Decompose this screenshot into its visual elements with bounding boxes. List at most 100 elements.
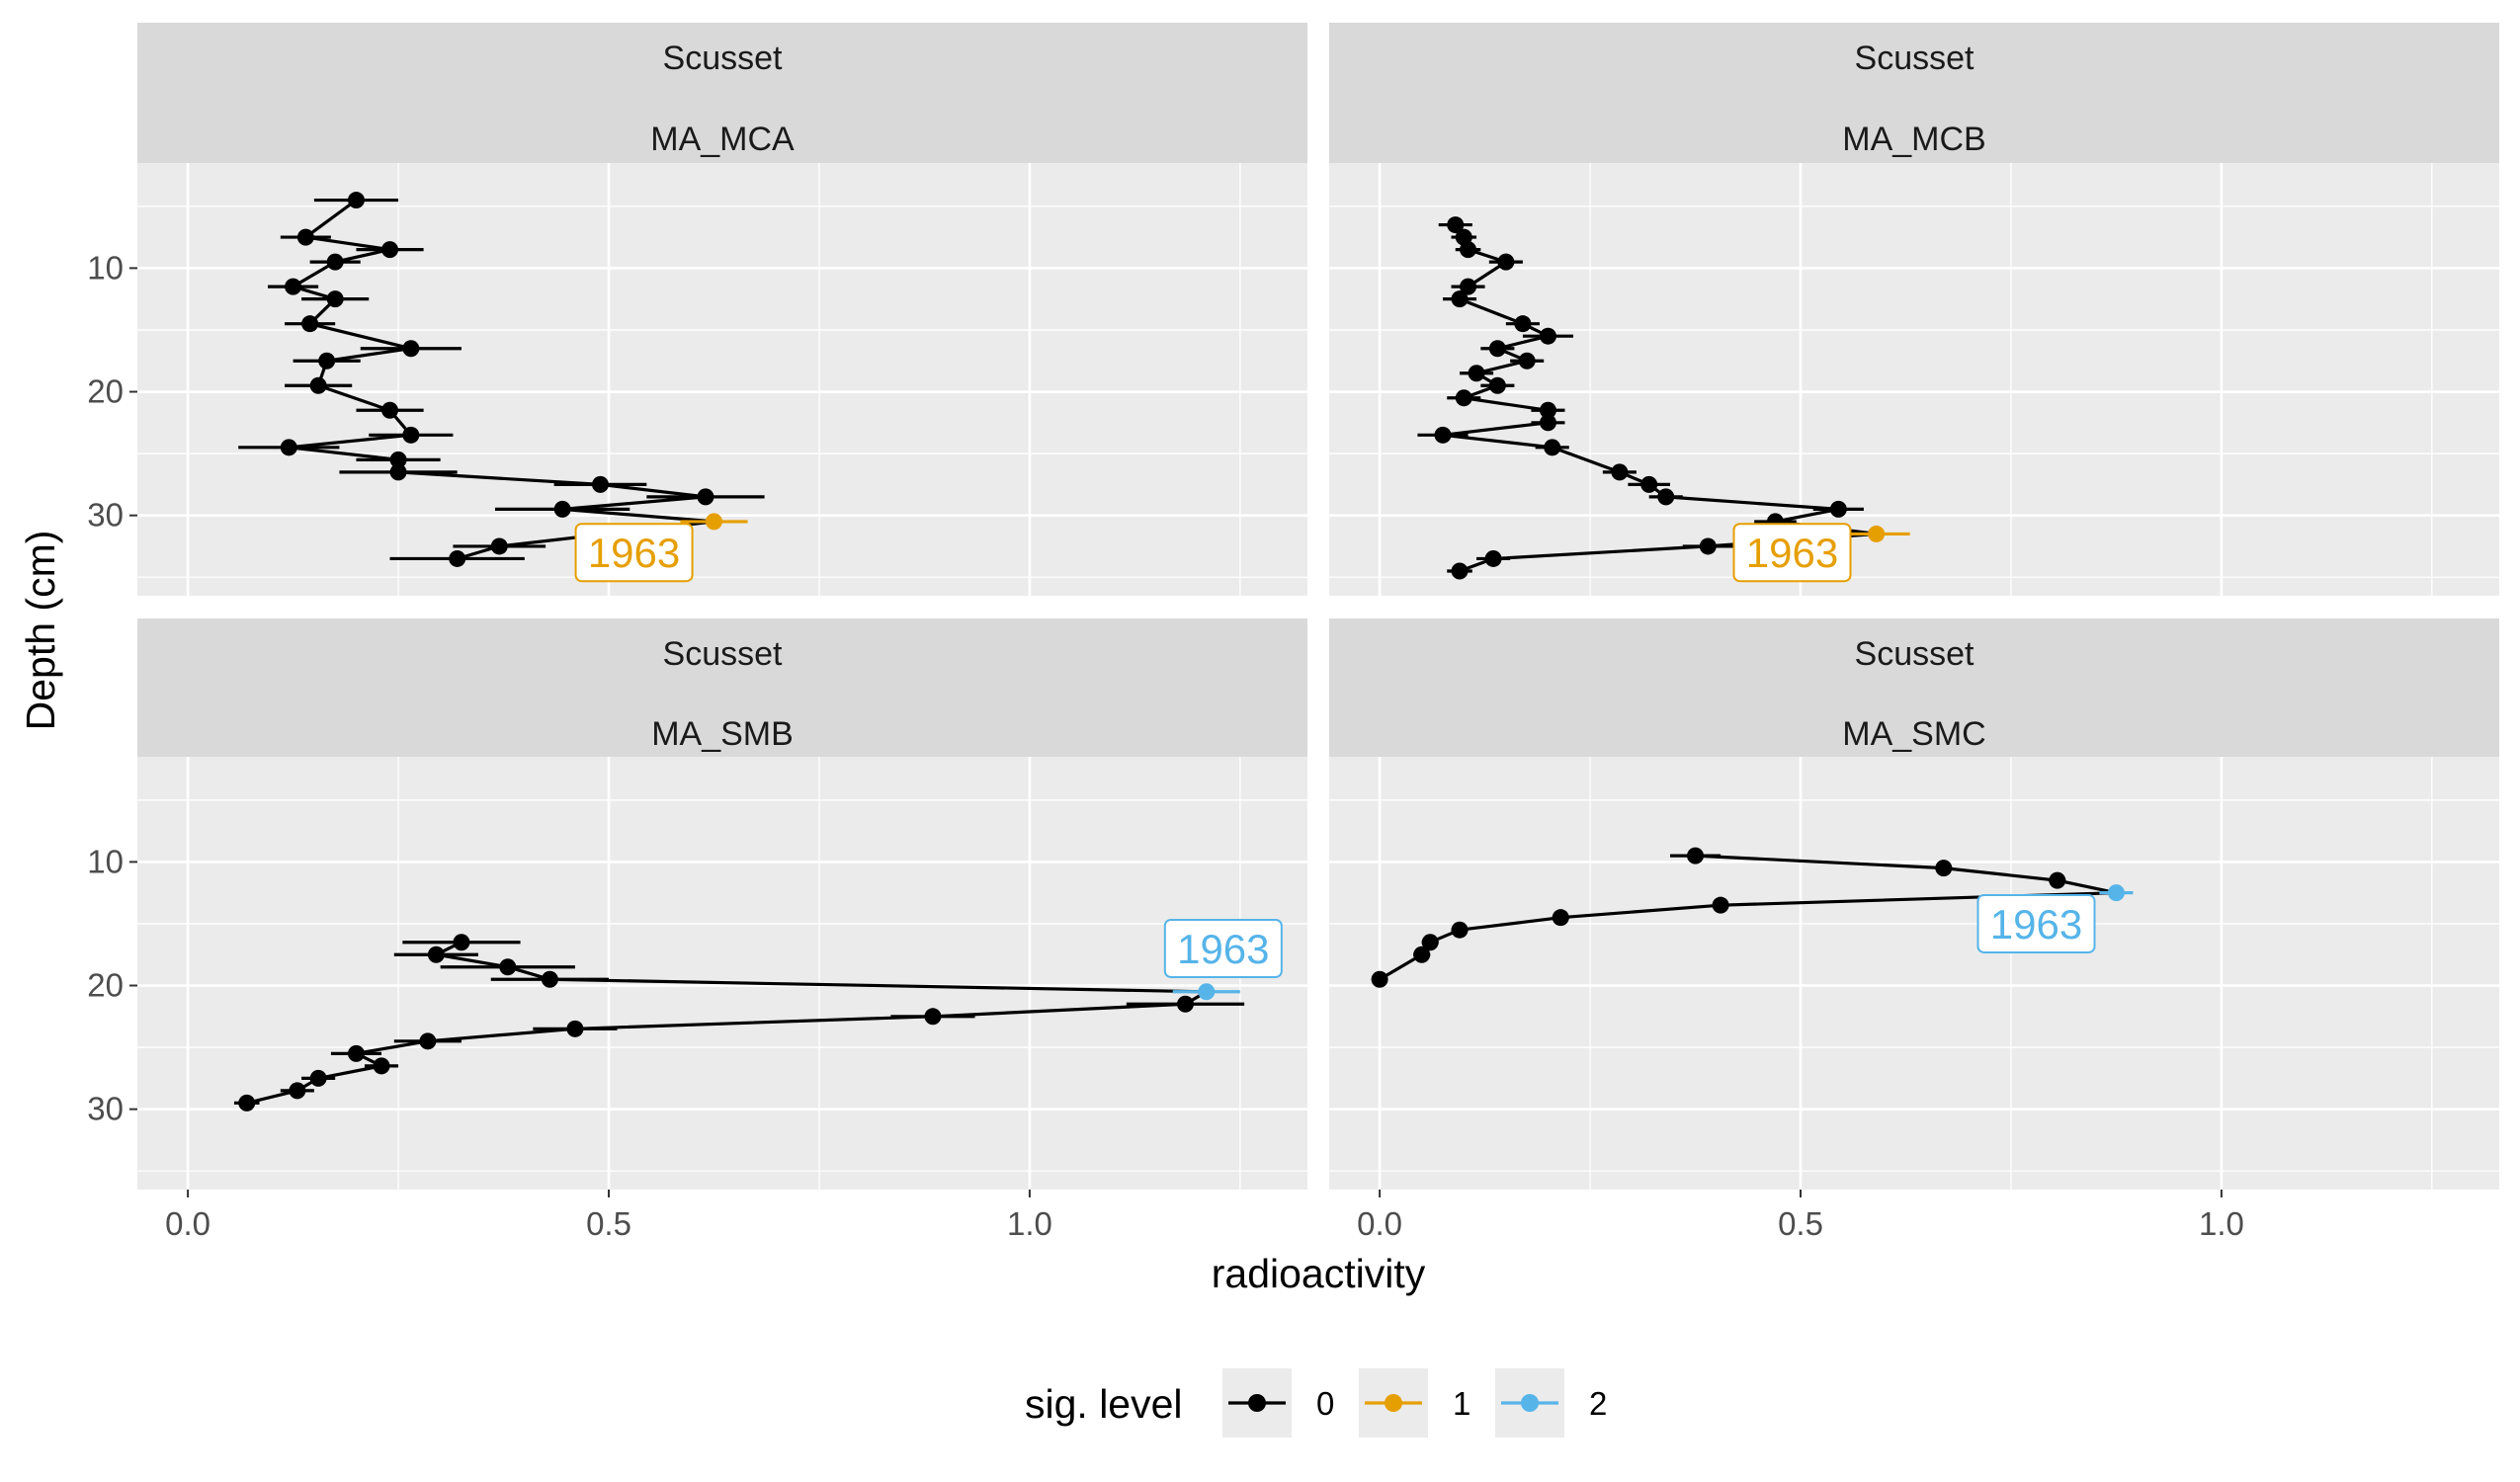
legend-title: sig. level <box>1025 1381 1183 1427</box>
data-point <box>1699 537 1717 555</box>
data-point <box>309 1069 327 1087</box>
data-point <box>1176 995 1194 1013</box>
data-point <box>1611 463 1629 481</box>
data-point <box>1451 562 1469 580</box>
strip-label-core: MA_SMC <box>1842 715 1985 753</box>
y-tick-label: 20 <box>87 373 124 410</box>
data-point <box>553 500 571 518</box>
data-point <box>1460 241 1477 259</box>
data-point <box>499 958 517 976</box>
panel-background <box>1329 163 2499 596</box>
panel-ma-smb: Scusset MA_SMB 10 20 30 0.0 0.5 1.0 1963 <box>87 618 1307 1242</box>
annotation-box <box>1163 918 1283 978</box>
data-point <box>402 340 420 358</box>
y-tick-label: 10 <box>87 843 124 879</box>
x-tick-label: 0.0 <box>1357 1205 1402 1242</box>
data-point <box>389 451 407 468</box>
data-point <box>326 290 344 308</box>
data-point <box>1640 475 1658 493</box>
data-point <box>389 463 407 481</box>
panel-ma-smc: Scusset MA_SMC 0.0 0.5 1.0 1963 <box>1329 618 2499 1242</box>
data-point <box>1497 253 1515 271</box>
data-point <box>1539 414 1556 432</box>
x-tick-label: 0.5 <box>586 1205 631 1242</box>
data-point <box>705 513 722 531</box>
data-point <box>1371 970 1388 988</box>
data-point <box>309 376 327 394</box>
data-point <box>453 934 470 951</box>
data-point <box>1539 401 1556 419</box>
data-point <box>1460 278 1477 295</box>
data-point <box>490 537 508 555</box>
annotation-label: 1963 <box>1746 530 1838 576</box>
data-point <box>1413 946 1431 963</box>
data-point <box>1552 909 1569 927</box>
x-tick-label: 1.0 <box>1007 1205 1052 1242</box>
panel-ma-mca: Scusset MA_MCA 10 20 30 1963 <box>87 23 1307 596</box>
data-point <box>1657 488 1675 506</box>
x-axis-title: radioactivity <box>1212 1251 1426 1296</box>
y-tick-label: 20 <box>87 967 124 1004</box>
data-point <box>419 1032 437 1050</box>
data-point <box>1434 426 1452 444</box>
data-point <box>697 488 714 506</box>
data-point <box>1539 327 1556 345</box>
data-point <box>347 1044 365 1062</box>
data-point <box>296 228 314 246</box>
data-point <box>1421 934 1439 951</box>
data-point <box>2049 871 2066 889</box>
strip-label-site: Scusset <box>1855 40 1974 77</box>
annotation-label: 1963 <box>588 530 680 576</box>
x-tick-label: 0.5 <box>1778 1205 1823 1242</box>
data-point <box>301 315 319 333</box>
annotation-label: 1963 <box>1990 901 2082 947</box>
data-point <box>2107 884 2125 902</box>
panel-background <box>137 163 1307 596</box>
annotation-box <box>574 523 694 583</box>
legend-key-point <box>1385 1394 1402 1412</box>
facet-panels: Scusset MA_MCA 10 20 30 1963 Scusset MA_MCB 1963… <box>87 23 2499 1242</box>
data-point <box>1712 896 1729 914</box>
strip-label-site: Scusset <box>663 40 783 77</box>
data-point <box>1468 365 1485 382</box>
legend-label: 2 <box>1589 1385 1607 1422</box>
y-tick-label: 30 <box>87 497 124 534</box>
data-point <box>1455 389 1472 407</box>
data-point <box>1488 376 1506 394</box>
data-point <box>1447 216 1465 234</box>
annotation-label: 1963 <box>1177 926 1269 972</box>
strip-label-site: Scusset <box>663 635 783 673</box>
data-point <box>591 475 609 493</box>
strip-background <box>137 618 1307 757</box>
data-point <box>1544 439 1561 456</box>
data-point <box>1518 352 1536 370</box>
data-point <box>402 426 420 444</box>
data-point <box>1514 315 1532 333</box>
data-point <box>427 946 445 963</box>
strip-label-core: MA_SMB <box>651 715 794 753</box>
strip-background <box>1329 618 2499 757</box>
y-axis-title: Depth (cm) <box>18 531 63 731</box>
data-point <box>1868 525 1886 542</box>
x-tick-label: 1.0 <box>2199 1205 2244 1242</box>
data-point <box>566 1020 584 1037</box>
data-point <box>326 253 344 271</box>
data-point <box>285 278 302 295</box>
data-point <box>347 192 365 209</box>
data-point <box>1451 290 1469 308</box>
data-point <box>1451 921 1469 939</box>
legend-label: 0 <box>1316 1385 1334 1422</box>
strip-label-core: MA_MCB <box>1842 121 1985 158</box>
data-point <box>280 439 297 456</box>
data-point <box>1829 500 1847 518</box>
data-point <box>1488 340 1506 358</box>
data-point <box>924 1008 942 1026</box>
x-tick-label: 0.0 <box>165 1205 210 1242</box>
strip-background <box>1329 23 2499 163</box>
legend-key-point <box>1521 1394 1539 1412</box>
strip-label-site: Scusset <box>1855 635 1974 673</box>
data-point <box>449 549 466 567</box>
data-point <box>541 970 558 988</box>
y-tick-label: 10 <box>87 249 124 286</box>
